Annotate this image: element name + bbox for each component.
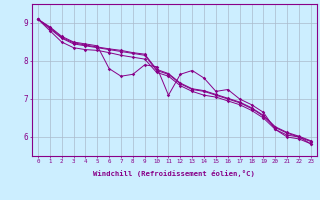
X-axis label: Windchill (Refroidissement éolien,°C): Windchill (Refroidissement éolien,°C) (93, 170, 255, 177)
